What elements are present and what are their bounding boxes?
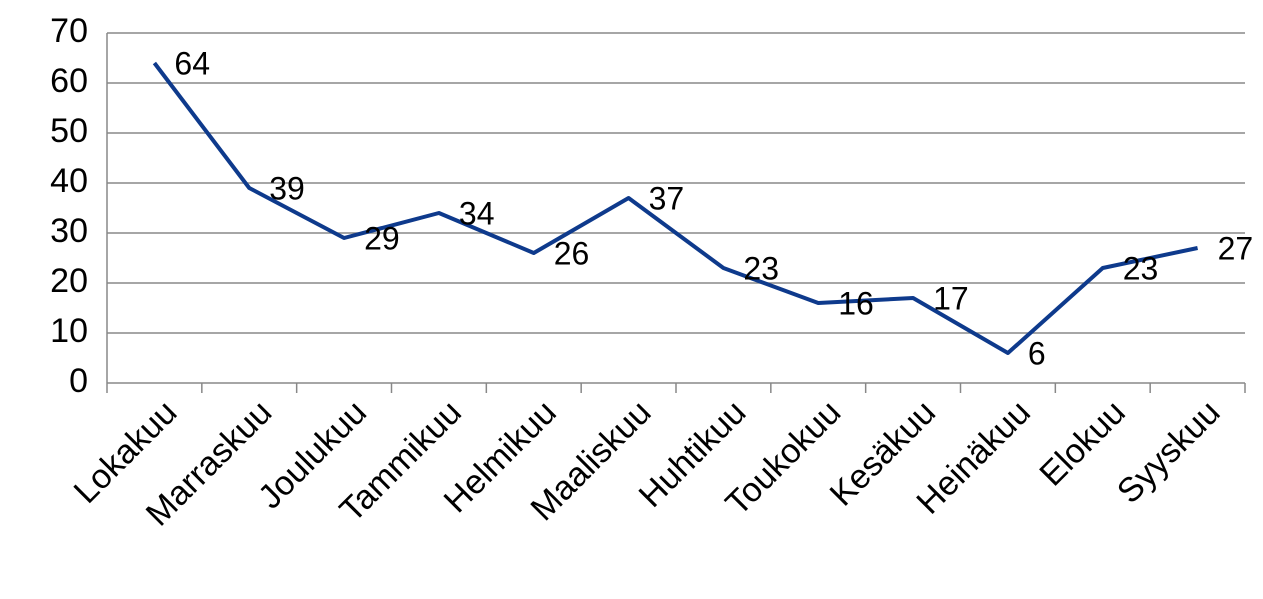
data-label: 27 bbox=[1218, 230, 1254, 266]
y-tick-label: 40 bbox=[50, 162, 88, 200]
data-label: 26 bbox=[554, 235, 590, 271]
data-label: 23 bbox=[743, 250, 779, 286]
y-tick-label: 20 bbox=[50, 262, 88, 300]
data-label: 37 bbox=[649, 180, 685, 216]
y-tick-label: 50 bbox=[50, 112, 88, 150]
data-label: 64 bbox=[174, 45, 210, 81]
data-label: 29 bbox=[364, 220, 400, 256]
y-tick-label: 0 bbox=[69, 362, 88, 400]
data-label: 17 bbox=[933, 280, 969, 316]
data-label: 34 bbox=[459, 195, 495, 231]
data-label: 6 bbox=[1028, 335, 1046, 371]
data-label: 23 bbox=[1123, 250, 1159, 286]
y-tick-label: 10 bbox=[50, 312, 88, 350]
y-tick-label: 70 bbox=[50, 12, 88, 50]
y-tick-label: 60 bbox=[50, 62, 88, 100]
y-tick-label: 30 bbox=[50, 212, 88, 250]
data-label: 16 bbox=[838, 285, 874, 321]
line bbox=[152, 61, 1198, 355]
x-tick-label: Syyskuu bbox=[1110, 393, 1228, 511]
data-label: 39 bbox=[269, 170, 305, 206]
